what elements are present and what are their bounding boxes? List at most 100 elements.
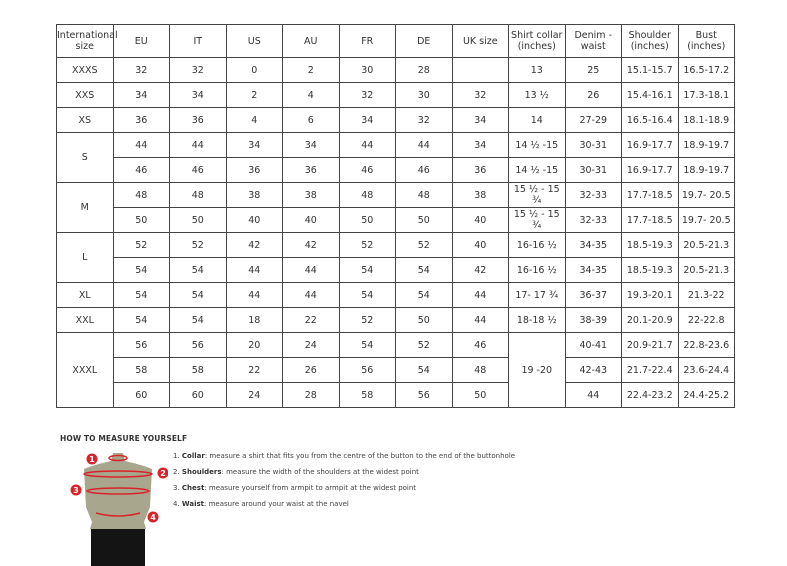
column-header: Shoulder (inches) [621, 24, 679, 58]
table-cell: 44 [451, 282, 509, 308]
table-cell: 18 [225, 307, 283, 333]
table-cell: 32 [169, 57, 227, 83]
table-cell: 38 [225, 182, 283, 208]
table-cell: 34 [112, 82, 170, 108]
table-row: 50 50 40 40 50 50 40 15 ½ - 15 ¾ 32-33 17.7-18.5 1… [57, 207, 735, 233]
table-cell: 22.8-23.6 [677, 332, 735, 358]
shorts-shape [91, 529, 145, 566]
table-cell: 17.7-18.5 [621, 207, 679, 233]
table-cell: 20 [225, 332, 283, 358]
table-cell: 18.5-19.3 [621, 257, 679, 283]
table-cell: 34-35 [564, 257, 622, 283]
table-cell: 52 [338, 232, 396, 258]
table-cell: 24 [282, 332, 340, 358]
column-header: US [225, 24, 283, 58]
table-cell: 16.9-17.7 [621, 157, 679, 183]
svg-text:3: 3 [73, 486, 79, 495]
table-cell: 19.7- 20.5 [677, 207, 735, 233]
table-cell: 48 [338, 182, 396, 208]
table-cell: 54 [169, 307, 227, 333]
table-cell: 34 [451, 107, 509, 133]
table-cell: 15.4-16.1 [621, 82, 679, 108]
marker-1 [86, 453, 98, 465]
table-cell: 36 [169, 107, 227, 133]
table-cell: 32 [112, 57, 170, 83]
table-cell: 42 [451, 257, 509, 283]
column-header: International size [56, 24, 118, 58]
table-cell: 52 [395, 332, 453, 358]
table-cell: 30-31 [564, 157, 622, 183]
table-cell: 58 [338, 382, 396, 408]
table-cell: 38 [282, 182, 340, 208]
table-cell: 19.3-20.1 [621, 282, 679, 308]
table-cell: 24 [225, 382, 283, 408]
table-cell: 44 [169, 132, 227, 158]
table-cell: 34 [169, 82, 227, 108]
table-cell: 52 [395, 232, 453, 258]
table-cell: 54 [395, 282, 453, 308]
table-cell: 46 [112, 157, 170, 183]
table-cell: 48 [112, 182, 170, 208]
table-cell: 32-33 [564, 182, 622, 208]
table-cell: 32 [395, 107, 453, 133]
table-cell: 32 [451, 82, 509, 108]
table-cell: 40 [451, 207, 509, 233]
table-row: L 52 52 42 42 52 52 40 16-16 ½ 34-35 18.5-19.3 20.5… [56, 232, 735, 283]
table-cell: 40-41 [564, 332, 622, 358]
table-cell: 17.3-18.1 [677, 82, 735, 108]
table-cell: 48 [395, 182, 453, 208]
table-cell: 28 [395, 57, 453, 83]
table-cell: 40 [282, 207, 340, 233]
column-header: Denim - waist [564, 24, 622, 58]
table-cell: 15 ½ - 15 ¾ [508, 207, 566, 233]
table-cell: 42 [225, 232, 283, 258]
table-cell: 42 [282, 232, 340, 258]
svg-text:2: 2 [160, 469, 166, 478]
svg-text:4: 4 [150, 513, 156, 522]
table-cell: 54 [338, 282, 396, 308]
column-header: DE [395, 24, 453, 58]
table-cell: 52 [169, 232, 227, 258]
table-cell: 15 ½ - 15 ¾ [508, 182, 566, 208]
table-cell: 22.4-23.2 [621, 382, 679, 408]
size-chart-table: International size EU IT US AU FR DE UK size Shi… [56, 24, 735, 408]
table-cell: 36 [112, 107, 170, 133]
table-cell: 46 [169, 157, 227, 183]
table-cell: 46 [451, 332, 509, 358]
column-header: IT [169, 24, 227, 58]
table-cell: 16-16 ½ [508, 257, 566, 283]
table-cell: 50 [395, 207, 453, 233]
torso-shape [84, 453, 152, 529]
table-cell: 54 [338, 332, 396, 358]
table-cell: 56 [112, 332, 170, 358]
column-header: Shirt collar (inches) [508, 24, 566, 58]
table-cell: 58 [169, 357, 227, 383]
table-cell: 16.9-17.7 [621, 132, 679, 158]
table-cell: 25 [564, 57, 622, 83]
table-cell: 14 ½ -15 [508, 132, 566, 158]
table-cell: 38 [451, 182, 509, 208]
table-cell: 54 [395, 357, 453, 383]
table-row: XXXS 32 32 0 2 30 28 13 25 15.1-15.7 16.5-17.2 [56, 57, 735, 83]
table-cell: 42-43 [564, 357, 622, 383]
table-cell [451, 57, 509, 83]
table-cell: 34 [282, 132, 340, 158]
table-cell: 20.9-21.7 [621, 332, 679, 358]
table-cell: 22 [225, 357, 283, 383]
table-cell: 52 [112, 232, 170, 258]
size-label-cell: XXL [56, 307, 114, 333]
column-header: EU [112, 24, 170, 58]
table-cell: 56 [338, 357, 396, 383]
table-row: XXL 54 54 18 22 52 50 44 18-18 ½ 38-39 20.1-20.9 22… [56, 307, 735, 333]
table-row: 60 60 24 28 58 56 50 44 22.4-23.2 24.4-25.2 [57, 382, 735, 408]
table-cell: 6 [282, 107, 340, 133]
table-cell: 26 [282, 357, 340, 383]
table-row: 46 46 36 36 46 46 36 14 ½ -15 30-31 16.9-17.7 18.9… [57, 157, 735, 183]
table-row: S 44 44 34 34 44 44 34 14 ½ -15 30-31 16.9-17.7 18.… [56, 132, 735, 183]
table-cell: 60 [169, 382, 227, 408]
table-cell: 28 [282, 382, 340, 408]
table-row: 54 54 44 44 54 54 42 16-16 ½ 34-35 18.5-19.3 20.5-… [57, 257, 735, 283]
how-to-measure-title: HOW TO MEASURE YOURSELF [60, 434, 188, 443]
size-label-cell: S [56, 132, 114, 183]
table-cell: 0 [225, 57, 283, 83]
